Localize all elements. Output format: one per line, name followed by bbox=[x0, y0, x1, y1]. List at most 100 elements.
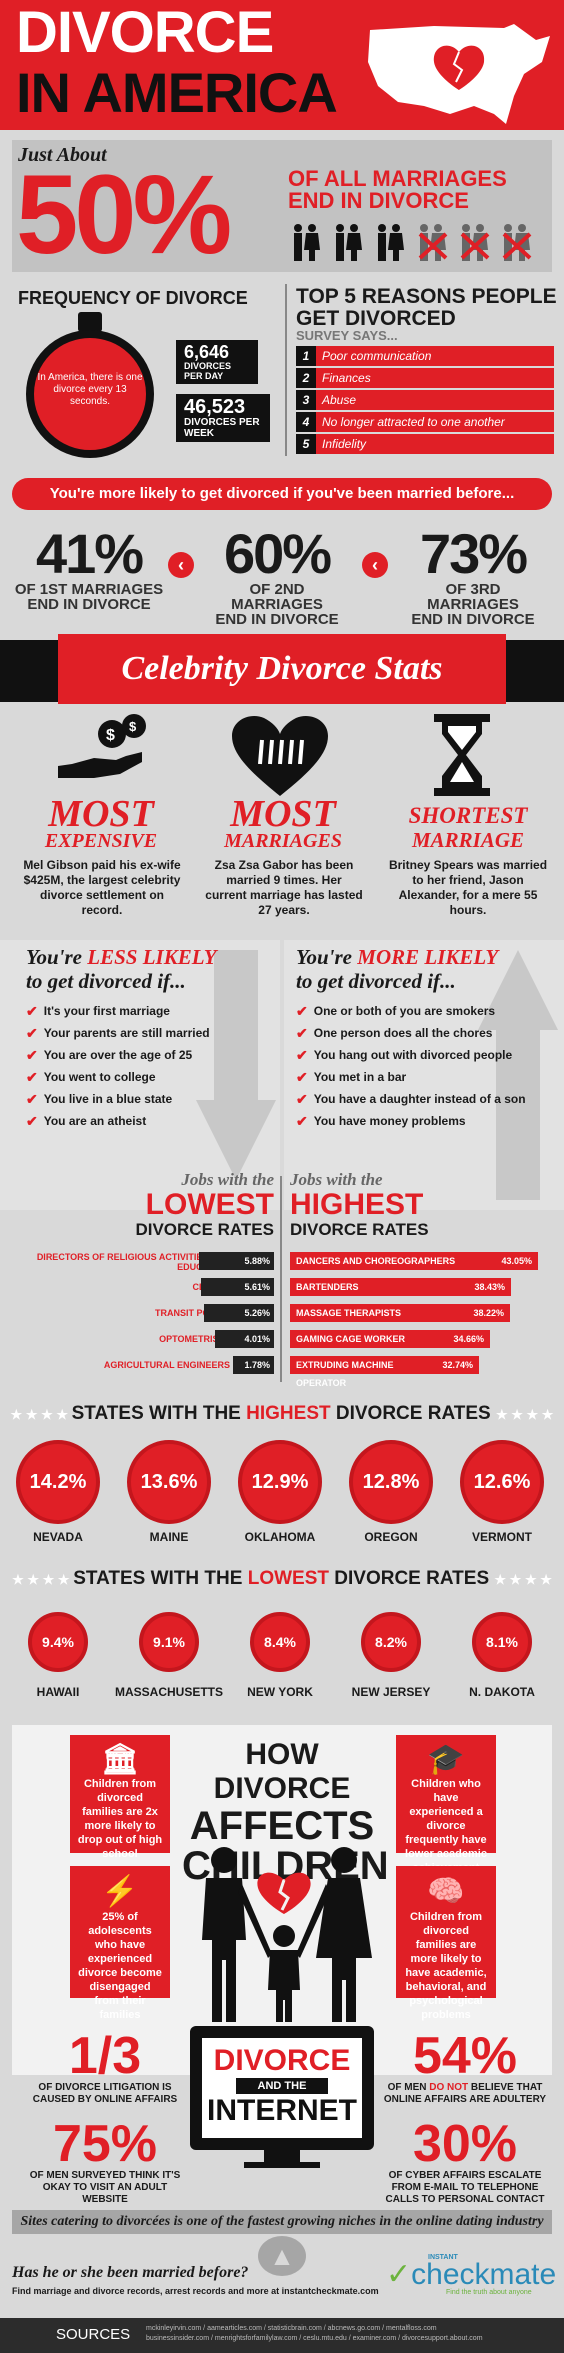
shortest-marriage-title: SHORTEST bbox=[408, 803, 528, 828]
state-name: NEVADA bbox=[33, 1530, 83, 1544]
job-rate-bar: 5.88% bbox=[199, 1252, 274, 1270]
hourglass-icon bbox=[434, 714, 490, 796]
jobs-highest-header: Jobs with the HIGHEST DIVORCE RATES bbox=[290, 1170, 544, 1240]
tv-base bbox=[244, 2162, 320, 2168]
jobs-divider bbox=[280, 1176, 282, 1382]
per-day-box: 6,646 DIVORCES PER DAY bbox=[176, 340, 258, 384]
reason-number: 5 bbox=[296, 434, 316, 454]
shortest-marriage-desc: Britney Spears was married to her friend… bbox=[388, 858, 548, 917]
check-icon: ✔ bbox=[296, 1069, 308, 1085]
reason-item: 5 Infidelity bbox=[296, 434, 554, 454]
arrow-down-icon bbox=[196, 950, 276, 1180]
stopwatch-text: In America, there is one divorce every 1… bbox=[37, 372, 143, 407]
state-name: HAWAII bbox=[36, 1685, 80, 1699]
cta-subtext[interactable]: Find marriage and divorce records, arres… bbox=[12, 2286, 379, 2296]
heart-tally-icon bbox=[232, 716, 328, 796]
states-highest-title: ★ ★ ★ ★ STATES WITH THE HIGHEST DIVORCE … bbox=[10, 1403, 554, 1424]
stopwatch-icon bbox=[26, 330, 154, 458]
jobs-lowest-header: Jobs with the LOWEST DIVORCE RATES bbox=[20, 1170, 274, 1240]
reason-item: 1 Poor communication bbox=[296, 346, 554, 366]
third-marriage-label-2: END IN DIVORCE bbox=[411, 611, 535, 628]
states-highest-sub: DIVORCE RATES bbox=[335, 1403, 491, 1424]
internet-stat-3: 75% OF MEN SURVEYED THINK IT'S OKAY TO V… bbox=[20, 2118, 190, 2206]
sources-footer bbox=[0, 2318, 564, 2353]
job-rate: 38.43% bbox=[474, 1282, 505, 1292]
job-label: MASSAGE THERAPISTS bbox=[296, 1308, 402, 1318]
job-rate-bar: BARTENDERS 38.43% bbox=[290, 1278, 511, 1296]
state-circle: 14.2% bbox=[16, 1440, 100, 1524]
job-rate-bar: GAMING CAGE WORKER 34.66% bbox=[290, 1330, 490, 1348]
job-rate-bar: DANCERS AND CHOREOGRAPHERS 43.05% bbox=[290, 1252, 538, 1270]
checkmate-logo[interactable]: INSTANT ✓checkmate Find the truth about … bbox=[386, 2254, 557, 2296]
more-likely-title-emph: MORE LIKELY bbox=[357, 945, 499, 969]
jobs-lowest-intro: Jobs with the bbox=[181, 1170, 274, 1189]
less-likely-title-2: to get divorced if... bbox=[26, 969, 186, 993]
title-line-2: IN AMERICA bbox=[16, 61, 338, 124]
states-highest-intro: STATES WITH THE bbox=[71, 1403, 241, 1424]
tv-title-3: INTERNET bbox=[207, 2094, 357, 2127]
svg-text:$: $ bbox=[129, 719, 137, 734]
list-item-text: You hang out with divorced people bbox=[313, 1048, 513, 1062]
job-rate-bar: EXTRUDING MACHINE OPERATOR 32.74% bbox=[290, 1356, 479, 1388]
tv-stand bbox=[264, 2150, 300, 2162]
lightning-icon: ⚡ bbox=[101, 1875, 139, 1908]
list-item-text: You are over the age of 25 bbox=[43, 1048, 193, 1062]
cta-question: Has he or she been married before? bbox=[12, 2264, 249, 2281]
list-item-text: One or both of you are smokers bbox=[313, 1004, 496, 1018]
per-day-label: DIVORCES PER DAY bbox=[184, 361, 232, 381]
third-marriage-stat: 73% OF 3RD MARRIAGES END IN DIVORCE bbox=[398, 526, 548, 628]
internet-stat-2-desc-b: DO NOT bbox=[429, 2082, 469, 2093]
reason-number: 1 bbox=[296, 346, 316, 366]
survey-says: SURVEY SAYS... bbox=[296, 328, 398, 343]
tv-title-1: DIVORCE bbox=[213, 2044, 351, 2077]
list-item-text: Your parents are still married bbox=[43, 1026, 210, 1040]
list-item-text: You have a daughter instead of a son bbox=[313, 1092, 526, 1106]
tv-title: DIVORCE AND THE INTERNET bbox=[202, 2046, 362, 2126]
list-item: ✔ Your parents are still married bbox=[26, 1022, 276, 1044]
couple-figures-icon bbox=[294, 224, 532, 261]
job-label: TRANSIT POLICE bbox=[154, 1308, 230, 1318]
children-stat-4: 🧠 Children from divorced families are mo… bbox=[396, 1866, 496, 2021]
married-before-banner: You're more likely to get divorced if yo… bbox=[12, 478, 552, 510]
arrow-up-icon bbox=[478, 950, 558, 1200]
logo-small-text: INSTANT bbox=[428, 2254, 458, 2261]
most-marriages-desc: Zsa Zsa Gabor has been married 9 times. … bbox=[205, 858, 363, 917]
state-name: OKLAHOMA bbox=[244, 1530, 316, 1544]
all-marriages-label: OF ALL MARRIAGES END IN DIVORCE bbox=[288, 166, 507, 213]
sources-label: SOURCES bbox=[56, 2326, 131, 2343]
logo-text: checkmate bbox=[411, 2258, 557, 2291]
job-rate-bar: 4.01% bbox=[215, 1330, 274, 1348]
money-hand-icon: $ $ bbox=[58, 714, 146, 778]
internet-stat-1-number: 1/3 bbox=[68, 2027, 142, 2085]
state-circle: 12.6% bbox=[460, 1440, 544, 1524]
celebrity-title: Celebrity Divorce Stats bbox=[58, 634, 506, 704]
first-marriage-label: OF 1ST MARRIAGES bbox=[14, 581, 164, 598]
internet-stat-1: 1/3 OF DIVORCE LITIGATION IS CAUSED BY O… bbox=[20, 2030, 190, 2106]
less-likely-title-emph: LESS LIKELY bbox=[87, 945, 217, 969]
third-marriage-label: OF 3RD MARRIAGES bbox=[427, 581, 519, 613]
job-rate-bar: 1.78% bbox=[233, 1356, 274, 1374]
internet-stat-4: 30% OF CYBER AFFAIRS ESCALATE FROM E-MAI… bbox=[380, 2118, 550, 2206]
per-day-number: 6,646 bbox=[184, 342, 230, 362]
check-icon: ✔ bbox=[26, 1003, 38, 1019]
jobs-highest-intro: Jobs with the bbox=[290, 1170, 383, 1189]
logo-wordmark: ✓checkmate bbox=[386, 2258, 557, 2291]
list-item: ✔ You have money problems bbox=[296, 1110, 560, 1132]
second-marriage-label-2: END IN DIVORCE bbox=[215, 611, 339, 628]
children-stat-4-text: Children from divorced families are more… bbox=[405, 1911, 487, 2021]
internet-stat-4-number: 30% bbox=[412, 2115, 518, 2173]
reason-text: No longer attracted to one another bbox=[316, 412, 554, 432]
check-icon: ✔ bbox=[26, 1047, 38, 1063]
state-circle: 12.9% bbox=[238, 1440, 322, 1524]
state-circle: 8.2% bbox=[361, 1612, 421, 1672]
stopwatch-crown bbox=[78, 312, 102, 332]
check-icon: ✔ bbox=[26, 1069, 38, 1085]
job-rate: 43.05% bbox=[501, 1256, 532, 1266]
job-label: OPTOMETRISTS bbox=[159, 1334, 230, 1344]
job-rate: 34.66% bbox=[453, 1334, 484, 1344]
reason-item: 2 Finances bbox=[296, 368, 554, 388]
job-rate: 38.22% bbox=[473, 1308, 504, 1318]
reason-text: Abuse bbox=[316, 390, 554, 410]
first-marriage-label-2: END IN DIVORCE bbox=[27, 596, 151, 613]
section-divider bbox=[285, 284, 287, 456]
